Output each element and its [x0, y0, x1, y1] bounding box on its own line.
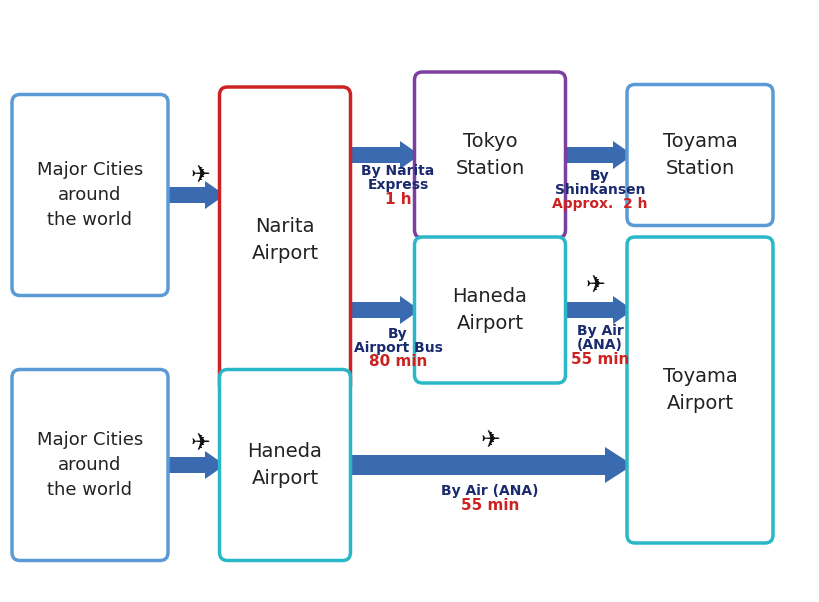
Text: Tokyo
Station: Tokyo Station — [455, 132, 524, 178]
Text: Narita
Airport: Narita Airport — [251, 217, 318, 262]
Text: By: By — [590, 169, 609, 183]
Polygon shape — [346, 447, 632, 483]
Text: ✈: ✈ — [585, 273, 604, 297]
FancyBboxPatch shape — [627, 84, 772, 226]
Polygon shape — [346, 296, 419, 324]
Polygon shape — [557, 141, 632, 169]
Text: Major Cities
around
the world: Major Cities around the world — [37, 161, 143, 229]
Text: ✈: ✈ — [190, 163, 210, 187]
Text: 55 min: 55 min — [460, 497, 518, 512]
Text: Toyama
Airport: Toyama Airport — [662, 367, 736, 413]
Text: By Air: By Air — [576, 324, 622, 338]
Text: Major Cities
around
the world: Major Cities around the world — [37, 431, 143, 499]
Text: Haneda
Airport: Haneda Airport — [247, 442, 322, 488]
Text: ✈: ✈ — [190, 431, 210, 455]
Text: By Air (ANA): By Air (ANA) — [441, 484, 538, 498]
Text: 80 min: 80 min — [369, 355, 427, 370]
Text: Haneda
Airport: Haneda Airport — [452, 287, 527, 333]
FancyBboxPatch shape — [414, 72, 565, 238]
Text: (ANA): (ANA) — [577, 338, 622, 352]
Polygon shape — [163, 451, 224, 479]
Text: Airport Bus: Airport Bus — [353, 341, 442, 355]
Text: ✈: ✈ — [480, 428, 500, 452]
FancyBboxPatch shape — [12, 95, 168, 296]
Text: By: By — [387, 327, 407, 341]
FancyBboxPatch shape — [414, 237, 565, 383]
Text: Approx.  2 h: Approx. 2 h — [551, 197, 647, 211]
FancyBboxPatch shape — [219, 87, 350, 393]
Text: 55 min: 55 min — [570, 352, 628, 367]
Text: 1 h: 1 h — [384, 191, 411, 206]
Polygon shape — [346, 141, 419, 169]
Text: Express: Express — [367, 178, 428, 192]
Polygon shape — [557, 296, 632, 324]
FancyBboxPatch shape — [12, 370, 168, 560]
FancyBboxPatch shape — [219, 370, 350, 560]
Text: By Narita: By Narita — [361, 164, 434, 178]
Polygon shape — [163, 181, 224, 209]
Text: Toyama
Station: Toyama Station — [662, 132, 736, 178]
Text: Shinkansen: Shinkansen — [554, 183, 645, 197]
FancyBboxPatch shape — [627, 237, 772, 543]
